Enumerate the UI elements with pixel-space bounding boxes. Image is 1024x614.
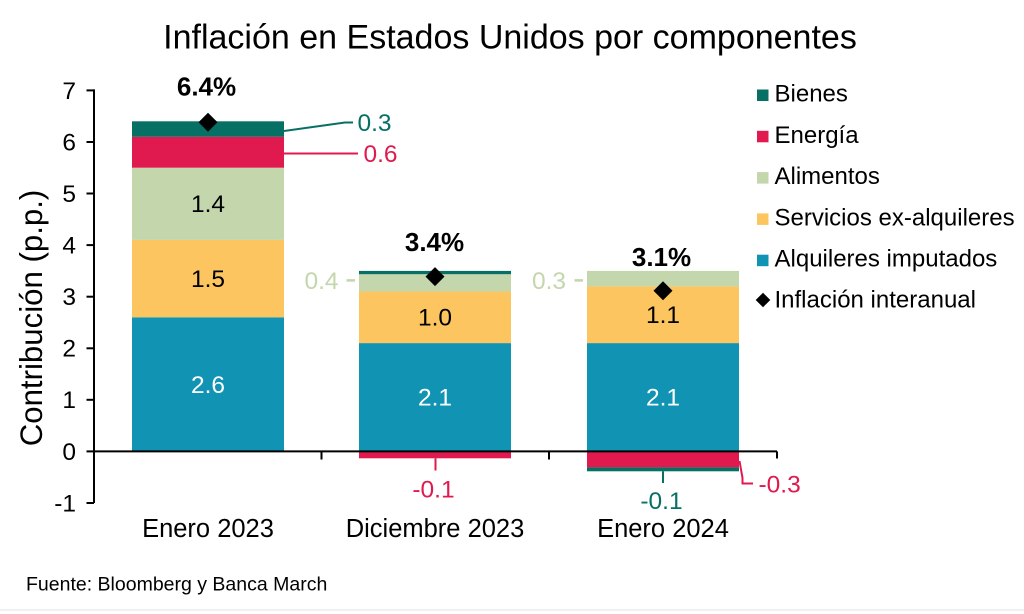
svg-text:Contribución (p.p.): Contribución (p.p.): [14, 190, 49, 447]
svg-text:-0.1: -0.1: [412, 477, 454, 504]
svg-text:3.1%: 3.1%: [632, 242, 691, 272]
svg-text:4: 4: [62, 233, 76, 260]
svg-text:Bienes: Bienes: [775, 81, 848, 108]
svg-text:3.4%: 3.4%: [405, 227, 464, 257]
svg-text:0.3: 0.3: [358, 110, 392, 137]
svg-text:0.6: 0.6: [364, 141, 398, 168]
svg-text:1.1: 1.1: [646, 302, 680, 329]
svg-text:2: 2: [62, 336, 76, 363]
svg-text:0.4: 0.4: [304, 268, 338, 295]
svg-text:2.1: 2.1: [646, 385, 680, 412]
svg-text:Enero 2024: Enero 2024: [597, 515, 729, 543]
svg-text:1.0: 1.0: [418, 305, 452, 332]
svg-text:Alimentos: Alimentos: [775, 163, 880, 190]
svg-text:Diciembre 2023: Diciembre 2023: [346, 515, 525, 543]
svg-text:Inflación en Estados Unidos po: Inflación en Estados Unidos por componen…: [163, 19, 857, 57]
svg-text:1: 1: [62, 387, 76, 414]
svg-text:3: 3: [62, 284, 76, 311]
svg-text:Alquileres imputados: Alquileres imputados: [775, 246, 998, 273]
svg-text:-0.1: -0.1: [640, 488, 682, 515]
svg-text:6: 6: [62, 129, 76, 156]
svg-text:2.1: 2.1: [418, 385, 452, 412]
svg-text:0.3: 0.3: [532, 268, 566, 295]
svg-text:7: 7: [62, 78, 76, 105]
svg-text:Servicios ex-alquileres: Servicios ex-alquileres: [775, 204, 1015, 231]
svg-text:Inflación interanual: Inflación interanual: [775, 286, 976, 313]
svg-text:-1: -1: [54, 490, 76, 517]
svg-text:0: 0: [62, 439, 76, 466]
svg-text:Energía: Energía: [775, 122, 860, 149]
svg-text:5: 5: [62, 181, 76, 208]
svg-text:1.4: 1.4: [191, 191, 225, 218]
svg-text:2.6: 2.6: [191, 372, 225, 399]
svg-text:Fuente: Bloomberg y Banca Marc: Fuente: Bloomberg y Banca March: [26, 574, 327, 596]
svg-text:1.5: 1.5: [191, 266, 225, 293]
svg-text:6.4%: 6.4%: [177, 72, 236, 102]
svg-text:Enero 2023: Enero 2023: [142, 515, 274, 543]
svg-text:-0.3: -0.3: [759, 472, 801, 499]
